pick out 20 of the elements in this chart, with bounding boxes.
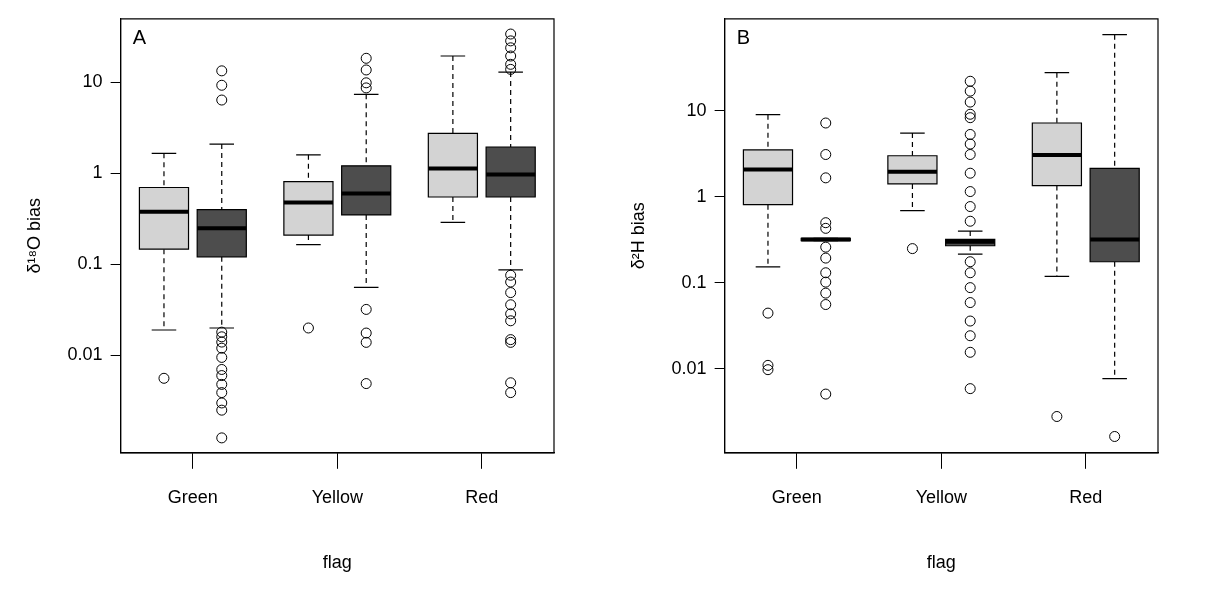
x-tick-label: Yellow: [915, 486, 968, 507]
y-tick-label: 10: [82, 71, 103, 92]
y-tick-label: 0.1: [681, 271, 707, 292]
x-tick-label: Red: [465, 486, 499, 507]
y-axis-title: δ²H bias: [627, 202, 648, 270]
y-tick-label: 10: [686, 99, 707, 120]
annotation: B: [736, 26, 750, 49]
y-tick-label: 1: [92, 162, 103, 183]
x-tick-label: Green: [771, 486, 822, 507]
x-axis-title: flag: [926, 552, 956, 573]
annotation: A: [132, 26, 147, 49]
y-tick-label: 0.01: [671, 357, 707, 378]
y-tick-label: 0.1: [77, 253, 103, 274]
y-axis-title: δ¹⁸O bias: [23, 197, 44, 274]
x-axis-title: flag: [322, 552, 352, 573]
x-tick-label: Green: [167, 486, 218, 507]
x-tick-label: Red: [1069, 486, 1103, 507]
y-tick-label: 1: [696, 185, 707, 206]
x-tick-label: Yellow: [311, 486, 364, 507]
y-tick-label: 0.01: [67, 344, 103, 365]
